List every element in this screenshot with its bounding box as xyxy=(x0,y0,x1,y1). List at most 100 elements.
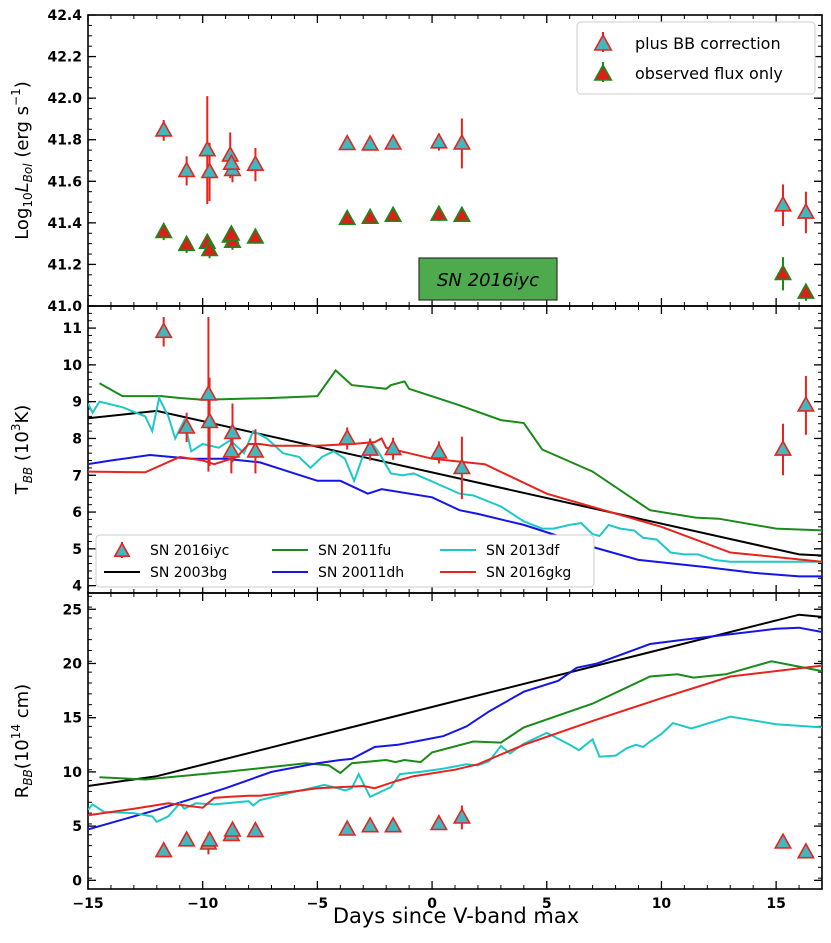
data-point xyxy=(429,204,448,221)
data-point xyxy=(796,282,815,299)
x-tick-label: −10 xyxy=(187,896,218,912)
legend-marker xyxy=(593,63,613,81)
data-point xyxy=(361,816,380,833)
data-point xyxy=(429,442,448,459)
data-point xyxy=(773,832,793,849)
data-point xyxy=(361,207,380,224)
x-tick-label: 15 xyxy=(766,896,785,912)
data-point xyxy=(773,195,793,212)
y-label-part: R xyxy=(12,786,33,799)
legend-label: SN 2011fu xyxy=(318,543,391,559)
panel-data-radius xyxy=(88,613,822,859)
y-label-part: BB xyxy=(21,467,35,483)
annotation-box xyxy=(418,257,558,301)
data-point xyxy=(200,412,219,429)
y-label-part: BB xyxy=(21,769,35,785)
data-point xyxy=(361,134,380,151)
data-point xyxy=(200,162,219,179)
y-tick-label: 6 xyxy=(72,505,82,521)
data-point xyxy=(222,153,241,170)
data-point xyxy=(154,120,173,137)
y-tick-label: 42.0 xyxy=(47,91,82,107)
data-point xyxy=(429,814,448,831)
x-tick-label: −15 xyxy=(72,896,103,912)
data-point xyxy=(177,417,196,434)
data-point xyxy=(796,202,815,219)
series-line-SN-2003bg xyxy=(88,409,822,557)
y-tick-label: 41.6 xyxy=(47,174,82,190)
data-point xyxy=(200,239,219,257)
y-tick-label: 20 xyxy=(63,656,83,672)
y-tick-label: 5 xyxy=(72,542,82,558)
y-tick-label: 8 xyxy=(72,431,82,447)
y-tick-label: 41.0 xyxy=(47,299,82,315)
legend-label: SN 2003bg xyxy=(150,565,227,581)
y-label-part: K) xyxy=(12,405,33,424)
legend-label: plus BB correction xyxy=(635,34,781,53)
y-axis-label-lum: Log10LBol (erg s−1) xyxy=(9,81,35,240)
series-line-SN-2016gkg xyxy=(88,664,822,817)
data-point xyxy=(773,263,793,281)
data-point xyxy=(338,208,357,226)
series-line-SN-2013df xyxy=(88,715,822,824)
data-point xyxy=(338,819,357,836)
data-point xyxy=(177,234,196,252)
legend-marker xyxy=(113,541,131,558)
y-label-part: Log xyxy=(12,208,33,240)
legend-box xyxy=(576,21,816,95)
y-label-part: (10 xyxy=(12,431,33,467)
data-point xyxy=(154,321,173,339)
y-tick-label: 9 xyxy=(72,395,82,411)
y-tick-label: 10 xyxy=(63,765,83,781)
y-axis-label-radius: RBB(1014 cm) xyxy=(9,684,35,798)
data-point xyxy=(246,227,265,244)
data-point xyxy=(452,458,471,475)
legend-box xyxy=(95,534,595,588)
data-point xyxy=(198,140,217,157)
data-point xyxy=(154,221,173,239)
axis-labels: 41.041.241.441.641.842.042.242.4Log10LBo… xyxy=(9,8,786,912)
legend-label: observed flux only xyxy=(635,64,783,83)
series-line-SN-2011fu xyxy=(99,660,822,781)
y-tick-label: 4 xyxy=(72,579,82,595)
data-point xyxy=(384,816,403,833)
y-tick-label: 25 xyxy=(63,602,82,618)
y-axis-label-temp: TBB (103K) xyxy=(9,405,35,496)
y-label-part: 10 xyxy=(21,192,35,207)
data-point xyxy=(452,205,471,222)
legend-label: SN 20011dh xyxy=(318,565,404,581)
data-point xyxy=(429,132,448,149)
y-label-part: T xyxy=(12,482,33,495)
series-line-SN-2011fu xyxy=(99,368,822,532)
y-label-part: Bol xyxy=(21,163,35,183)
legend-label: SN 2016iyc xyxy=(150,543,229,559)
y-tick-label: 42.4 xyxy=(47,8,82,24)
y-tick-label: 0 xyxy=(72,873,82,889)
data-point xyxy=(338,133,357,151)
annotation-text: SN 2016iyc xyxy=(437,270,539,291)
data-point xyxy=(246,154,265,171)
y-label-part: L xyxy=(12,182,33,192)
data-point xyxy=(796,842,815,859)
panel-data-lum xyxy=(154,96,815,301)
y-tick-label: 11 xyxy=(63,321,82,337)
x-tick-label: 5 xyxy=(542,896,552,912)
y-tick-label: 10 xyxy=(63,358,83,374)
y-label-part: 3 xyxy=(9,424,23,432)
data-point xyxy=(223,820,242,837)
legends: SN 2016iyc plus BB correction observed flu… xyxy=(95,21,816,588)
data-point xyxy=(246,821,265,838)
series-line-SN-20011dh xyxy=(88,453,822,578)
data-point xyxy=(796,395,815,412)
data-point xyxy=(177,830,196,847)
y-tick-label: 42.2 xyxy=(47,50,82,66)
y-label-part: (10 xyxy=(12,739,33,769)
y-tick-label: 15 xyxy=(63,711,82,727)
y-tick-label: 41.8 xyxy=(47,133,82,149)
legend-label: SN 2013df xyxy=(486,543,560,559)
y-label-part: ) xyxy=(12,81,33,88)
x-axis-label: Days since V-band max xyxy=(333,904,579,928)
y-label-part: cm) xyxy=(12,684,33,724)
data-point xyxy=(338,428,357,445)
data-point xyxy=(361,439,380,456)
